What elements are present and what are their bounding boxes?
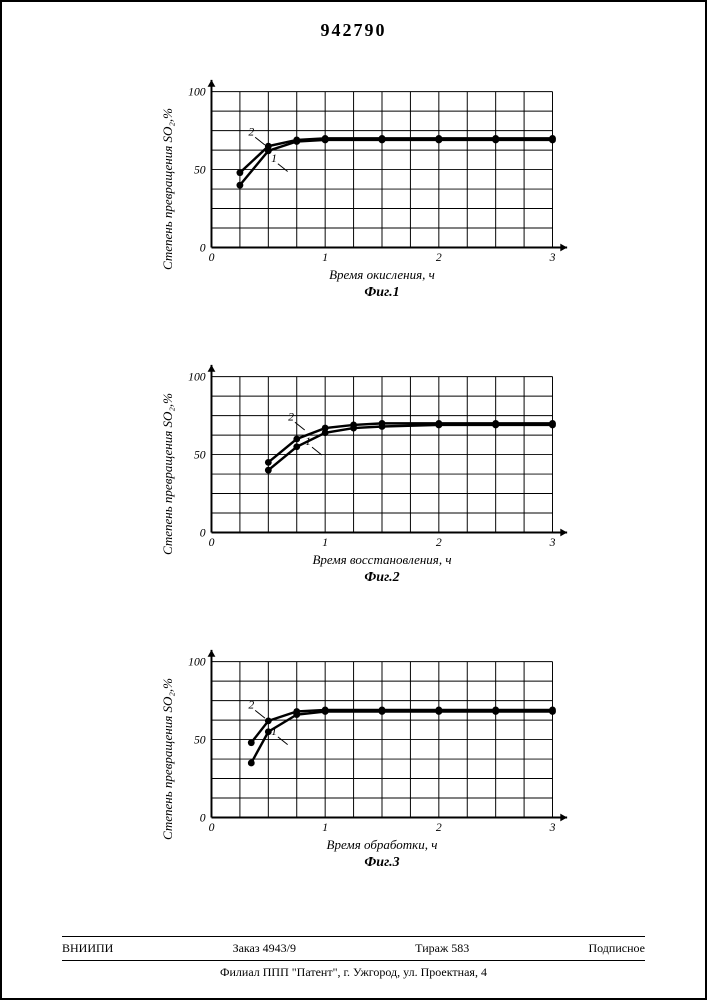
chart-3-x-label: Время обработки, ч [182,837,582,853]
chart-1: Степень превращения SO₂,% 0 1 2 3 0 50 100 1 2 В… [132,77,582,301]
svg-text:0: 0 [209,536,215,549]
svg-text:2: 2 [436,536,442,549]
chart-3-fig-label: Фиг.3 [182,855,582,871]
footer-address: Филиал ППП "Патент", г. Ужгород, ул. Про… [62,961,645,980]
svg-text:3: 3 [549,821,556,834]
svg-text:100: 100 [188,371,206,384]
svg-text:50: 50 [194,733,206,746]
chart-1-x-label: Время окисления, ч [182,267,582,283]
footer-order: Заказ 4943/9 [233,941,296,956]
chart-1-fig-label: Фиг.1 [182,285,582,301]
footer: ВНИИПИ Заказ 4943/9 Тираж 583 Подписное … [62,936,645,980]
chart-2-svg: 012305010012 [182,362,582,552]
chart-2-fig-label: Фиг.2 [182,570,582,586]
chart-2-y-label: Степень превращения SO₂,% [160,393,176,555]
chart-3-svg: 0 1 2 3 0 50 100 1 2 [182,647,582,837]
footer-tirage: Тираж 583 [415,941,469,956]
svg-text:0: 0 [200,241,206,254]
svg-text:50: 50 [194,448,206,461]
chart-2: Степень превращения SO₂,% 012305010012 В… [132,362,582,586]
svg-text:100: 100 [188,86,206,99]
svg-text:2: 2 [248,125,254,138]
svg-text:0: 0 [209,251,215,264]
chart-3-y-label: Степень превращения SO₂,% [160,678,176,840]
svg-text:50: 50 [194,163,206,176]
footer-top-row: ВНИИПИ Заказ 4943/9 Тираж 583 Подписное [62,936,645,961]
footer-org: ВНИИПИ [62,941,113,956]
chart-2-x-label: Время восстановления, ч [182,552,582,568]
chart-1-svg: 0 1 2 3 0 50 100 1 2 [182,77,582,267]
svg-text:2: 2 [248,698,254,711]
svg-text:1: 1 [271,152,277,165]
chart-3-plot: 012305010012 [182,647,562,817]
page: 942790 Степень превращения SO₂,% 0123050… [0,0,707,1000]
svg-text:2: 2 [436,251,442,264]
svg-text:100: 100 [188,656,206,669]
svg-text:1: 1 [305,435,311,448]
svg-text:1: 1 [322,251,328,264]
document-number: 942790 [2,20,705,41]
svg-text:3: 3 [549,536,556,549]
svg-text:2: 2 [436,821,442,834]
chart-2-plot: 012305010012 [182,362,562,532]
svg-text:2: 2 [288,410,294,423]
svg-text:1: 1 [322,821,328,834]
svg-text:0: 0 [209,821,215,834]
svg-text:1: 1 [322,536,328,549]
svg-text:0: 0 [200,526,206,539]
chart-3: Степень превращения SO₂,% 0 1 2 3 0 50 100 1 2 В… [132,647,582,871]
svg-text:0: 0 [200,811,206,824]
chart-1-plot: 012305010012 [182,77,562,247]
chart-1-y-label: Степень превращения SO₂,% [160,108,176,270]
footer-sub: Подписное [588,941,645,956]
svg-text:3: 3 [549,251,556,264]
svg-text:1: 1 [271,725,277,738]
